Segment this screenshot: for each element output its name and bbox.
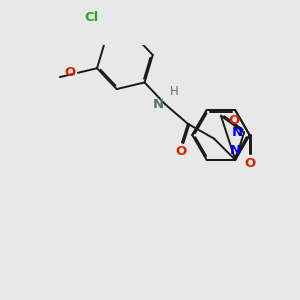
Text: O: O — [228, 114, 239, 127]
Text: O: O — [64, 66, 76, 79]
Text: O: O — [175, 145, 186, 158]
Text: N: N — [232, 126, 243, 139]
Text: N: N — [230, 144, 241, 157]
Text: N: N — [153, 98, 164, 111]
Text: H: H — [170, 85, 179, 98]
Text: Cl: Cl — [85, 11, 99, 24]
Text: O: O — [244, 157, 255, 170]
